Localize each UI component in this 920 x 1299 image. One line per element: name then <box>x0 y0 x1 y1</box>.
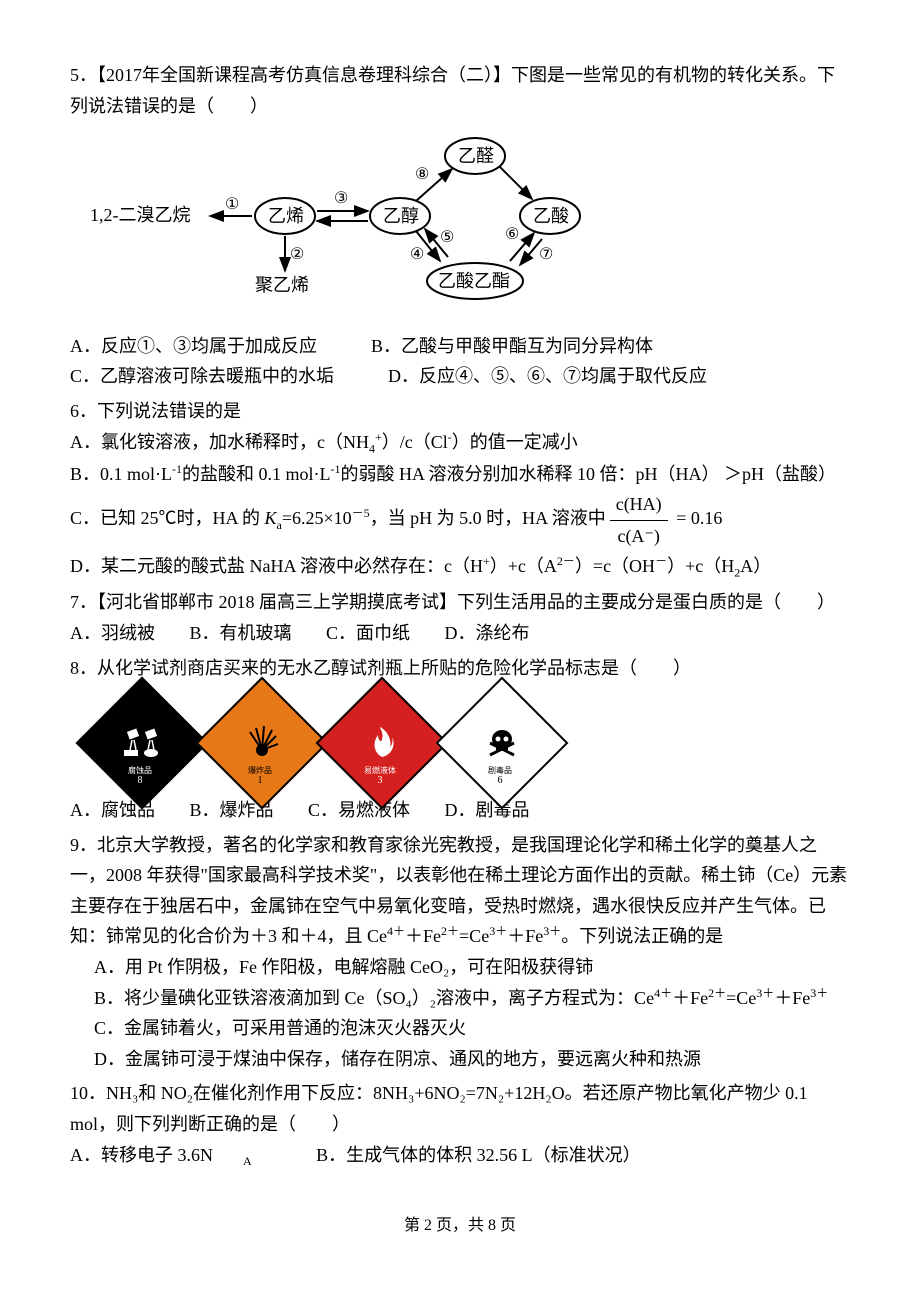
q5-diagram: 1,2-二溴乙烷 乙烯 乙醇 乙醛 乙酸 乙酸乙酯 聚乙烯 ① ② ③ ⑧ <box>90 131 850 321</box>
q7-stem: 7．【河北省邯郸市 2018 届高三上学期摸底考试】下列生活用品的主要成分是蛋白… <box>70 587 850 618</box>
q8-optD: D．剧毒品 <box>445 795 530 826</box>
label-3: ③ <box>334 190 348 207</box>
question-8: 8．从化学试剂商店买来的无水乙醇试剂瓶上所贴的危险化学品标志是（ ） 腐蚀品 8… <box>70 653 850 826</box>
hazard-skull-icon: 剧毒品 6 <box>450 691 550 791</box>
q7-optC: C．面巾纸 <box>326 618 410 649</box>
q7-optA: A．羽绒被 <box>70 618 155 649</box>
node-dibromo: 1,2-二溴乙烷 <box>90 205 191 225</box>
q9-optB: B．将少量碘化亚铁溶液滴加到 Ce（SO₄）₂溶液中，离子方程式为：Ce4＋＋F… <box>94 983 850 1014</box>
q5-optC: C．乙醇溶液可除去暖瓶中的水垢 <box>70 366 334 386</box>
node-ethylene: 乙烯 <box>268 206 304 226</box>
label-6: ⑥ <box>505 226 519 243</box>
q5-optA: A．反应①、③均属于加成反应 <box>70 336 317 356</box>
question-5: 5．【2017年全国新课程高考仿真信息卷理科综合（二）】下图是一些常见的有机物的… <box>70 60 850 392</box>
q5-optB: B．乙酸与甲酸甲酯互为同分异构体 <box>371 336 653 356</box>
q7-options: A．羽绒被 B．有机玻璃 C．面巾纸 D．涤纶布 <box>70 618 850 649</box>
question-10: 10．NH₃和 NO₂在催化剂作用下反应：8NH₃+6NO₂=7N₂+12H₂O… <box>70 1078 850 1171</box>
node-ester: 乙酸乙酯 <box>438 271 510 291</box>
q7-optB: B．有机玻璃 <box>190 618 292 649</box>
q8-options: A．腐蚀品 B．爆炸品 C．易燃液体 D．剧毒品 <box>70 795 850 826</box>
label-8: ⑧ <box>415 166 429 183</box>
q5-options-row1: A．反应①、③均属于加成反应 B．乙酸与甲酸甲酯互为同分异构体 <box>70 331 850 362</box>
question-6: 6．下列说法错误的是 A．氯化铵溶液，加水稀释时，c（NH4+）/c（Cl-）的… <box>70 396 850 583</box>
label-5: ⑤ <box>440 229 454 246</box>
q10-optA: A．转移电子 3.6NA <box>70 1140 282 1172</box>
hazard-explosion-icon: 爆炸品 1 <box>210 691 310 791</box>
q6-stem: 6．下列说法错误的是 <box>70 396 850 427</box>
q5-optD: D．反应④、⑤、⑥、⑦均属于取代反应 <box>388 366 707 386</box>
q7-optD: D．涤纶布 <box>445 618 530 649</box>
node-acetic: 乙酸 <box>533 206 569 226</box>
q6-optA: A．氯化铵溶液，加水稀释时，c（NH4+）/c（Cl-）的值一定减小 <box>70 427 850 459</box>
q5-options-row2: C．乙醇溶液可除去暖瓶中的水垢 D．反应④、⑤、⑥、⑦均属于取代反应 <box>70 361 850 392</box>
label-2: ② <box>290 246 304 263</box>
question-9: 9．北京大学教授，著名的化学家和教育家徐光宪教授，是我国理论化学和稀土化学的奠基… <box>70 830 850 1075</box>
q10-stem: 10．NH₃和 NO₂在催化剂作用下反应：8NH₃+6NO₂=7N₂+12H₂O… <box>70 1078 850 1139</box>
q8-optC: C．易燃液体 <box>308 795 410 826</box>
q5-stem: 5．【2017年全国新课程高考仿真信息卷理科综合（二）】下图是一些常见的有机物的… <box>70 60 850 121</box>
q6-optC: C．已知 25℃时，HA 的 Ka=6.25×10－5，当 pH 为 5.0 时… <box>70 489 850 551</box>
label-4: ④ <box>410 246 424 263</box>
question-7: 7．【河北省邯郸市 2018 届高三上学期摸底考试】下列生活用品的主要成分是蛋白… <box>70 587 850 648</box>
node-ethanal: 乙醛 <box>458 146 494 166</box>
q9-optD: D．金属铈可浸于煤油中保存，储存在阴凉、通风的地方，要远离火种和热源 <box>94 1044 850 1075</box>
node-ethanol: 乙醇 <box>383 206 419 226</box>
q9-stem: 9．北京大学教授，著名的化学家和教育家徐光宪教授，是我国理论化学和稀土化学的奠基… <box>70 830 850 952</box>
hazard-flame-icon: 易燃液体 3 <box>330 691 430 791</box>
page-footer: 第 2 页，共 8 页 <box>70 1212 850 1239</box>
organic-conversion-diagram: 1,2-二溴乙烷 乙烯 乙醇 乙醛 乙酸 乙酸乙酯 聚乙烯 ① ② ③ ⑧ <box>90 131 650 311</box>
node-poly: 聚乙烯 <box>255 275 309 295</box>
q6-optD: D．某二元酸的酸式盐 NaHA 溶液中必然存在：c（H+）+c（A2－）=c（O… <box>70 551 850 583</box>
q10-options: A．转移电子 3.6NA B．生成气体的体积 32.56 L（标准状况） <box>70 1140 850 1172</box>
q9-optC: C．金属铈着火，可采用普通的泡沫灭火器灭火 <box>94 1013 850 1044</box>
label-7: ⑦ <box>539 246 553 263</box>
q10-optB: B．生成气体的体积 32.56 L（标准状况） <box>316 1140 641 1171</box>
q8-stem: 8．从化学试剂商店买来的无水乙醇试剂瓶上所贴的危险化学品标志是（ ） <box>70 653 850 684</box>
hazard-icons-row: 腐蚀品 8 爆炸品 1 易燃液体 3 <box>90 691 850 791</box>
label-1: ① <box>225 196 239 213</box>
q9-optA: A．用 Pt 作阴极，Fe 作阳极，电解熔融 CeO₂，可在阳极获得铈 <box>94 952 850 983</box>
q6-optB: B．0.1 mol·L-1的盐酸和 0.1 mol·L-1的弱酸 HA 溶液分别… <box>70 459 850 490</box>
hazard-corrosive-icon: 腐蚀品 8 <box>90 691 190 791</box>
